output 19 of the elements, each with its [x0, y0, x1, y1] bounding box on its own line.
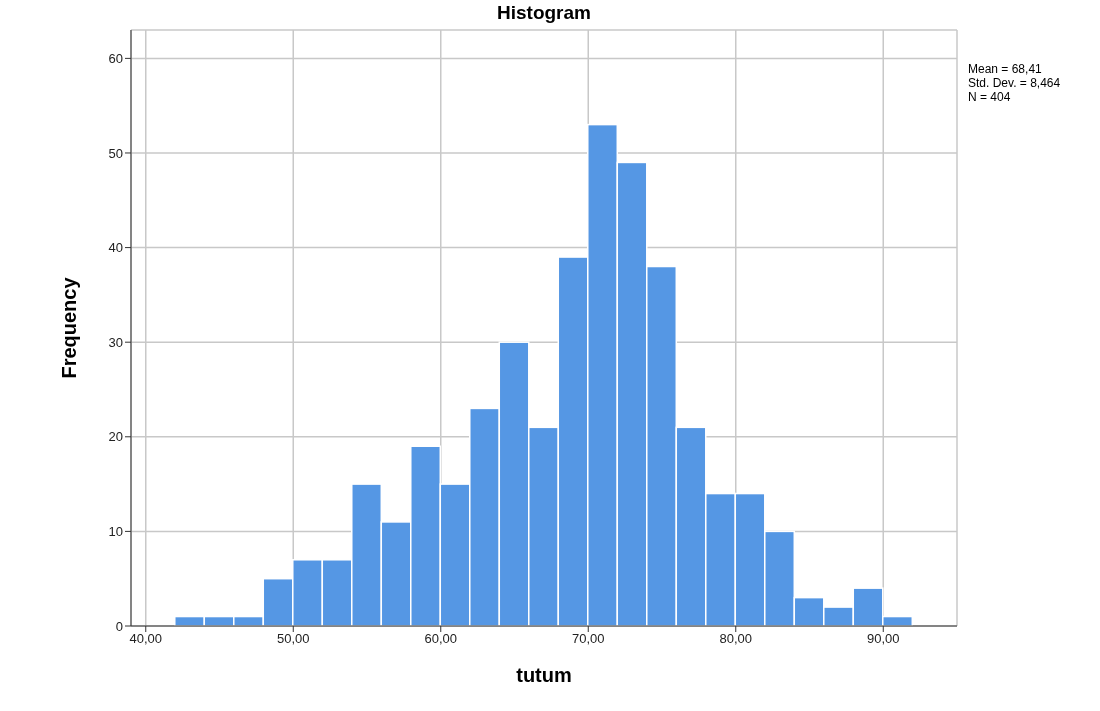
- chart-title: Histogram: [496, 2, 592, 24]
- y-tick-label: 60: [108, 51, 123, 66]
- y-tick-label: 30: [108, 334, 123, 350]
- text: N = 404: [968, 90, 1012, 104]
- x-tick-label: 80,00: [719, 631, 753, 647]
- x-tick-label: 40,00: [129, 631, 163, 647]
- y-tick-label: 10: [108, 524, 123, 540]
- x-tick-label: 50,00: [276, 631, 310, 647]
- x-tick-label: 60,00: [424, 631, 458, 647]
- y-tick-label: 50: [108, 145, 123, 161]
- x-tick-label: 70,00: [571, 631, 605, 647]
- text: Mean = 68,41: [968, 62, 1043, 76]
- x-tick-label: 90,00: [866, 631, 900, 647]
- y-tick-label: 0: [115, 618, 123, 634]
- text: Std. Dev. = 8,464: [968, 76, 1061, 90]
- y-tick-label: 20: [108, 429, 123, 445]
- y-axis-title: Frequency: [58, 276, 81, 379]
- y-tick-label: 40: [108, 240, 123, 256]
- x-axis-title: tutum: [516, 664, 572, 687]
